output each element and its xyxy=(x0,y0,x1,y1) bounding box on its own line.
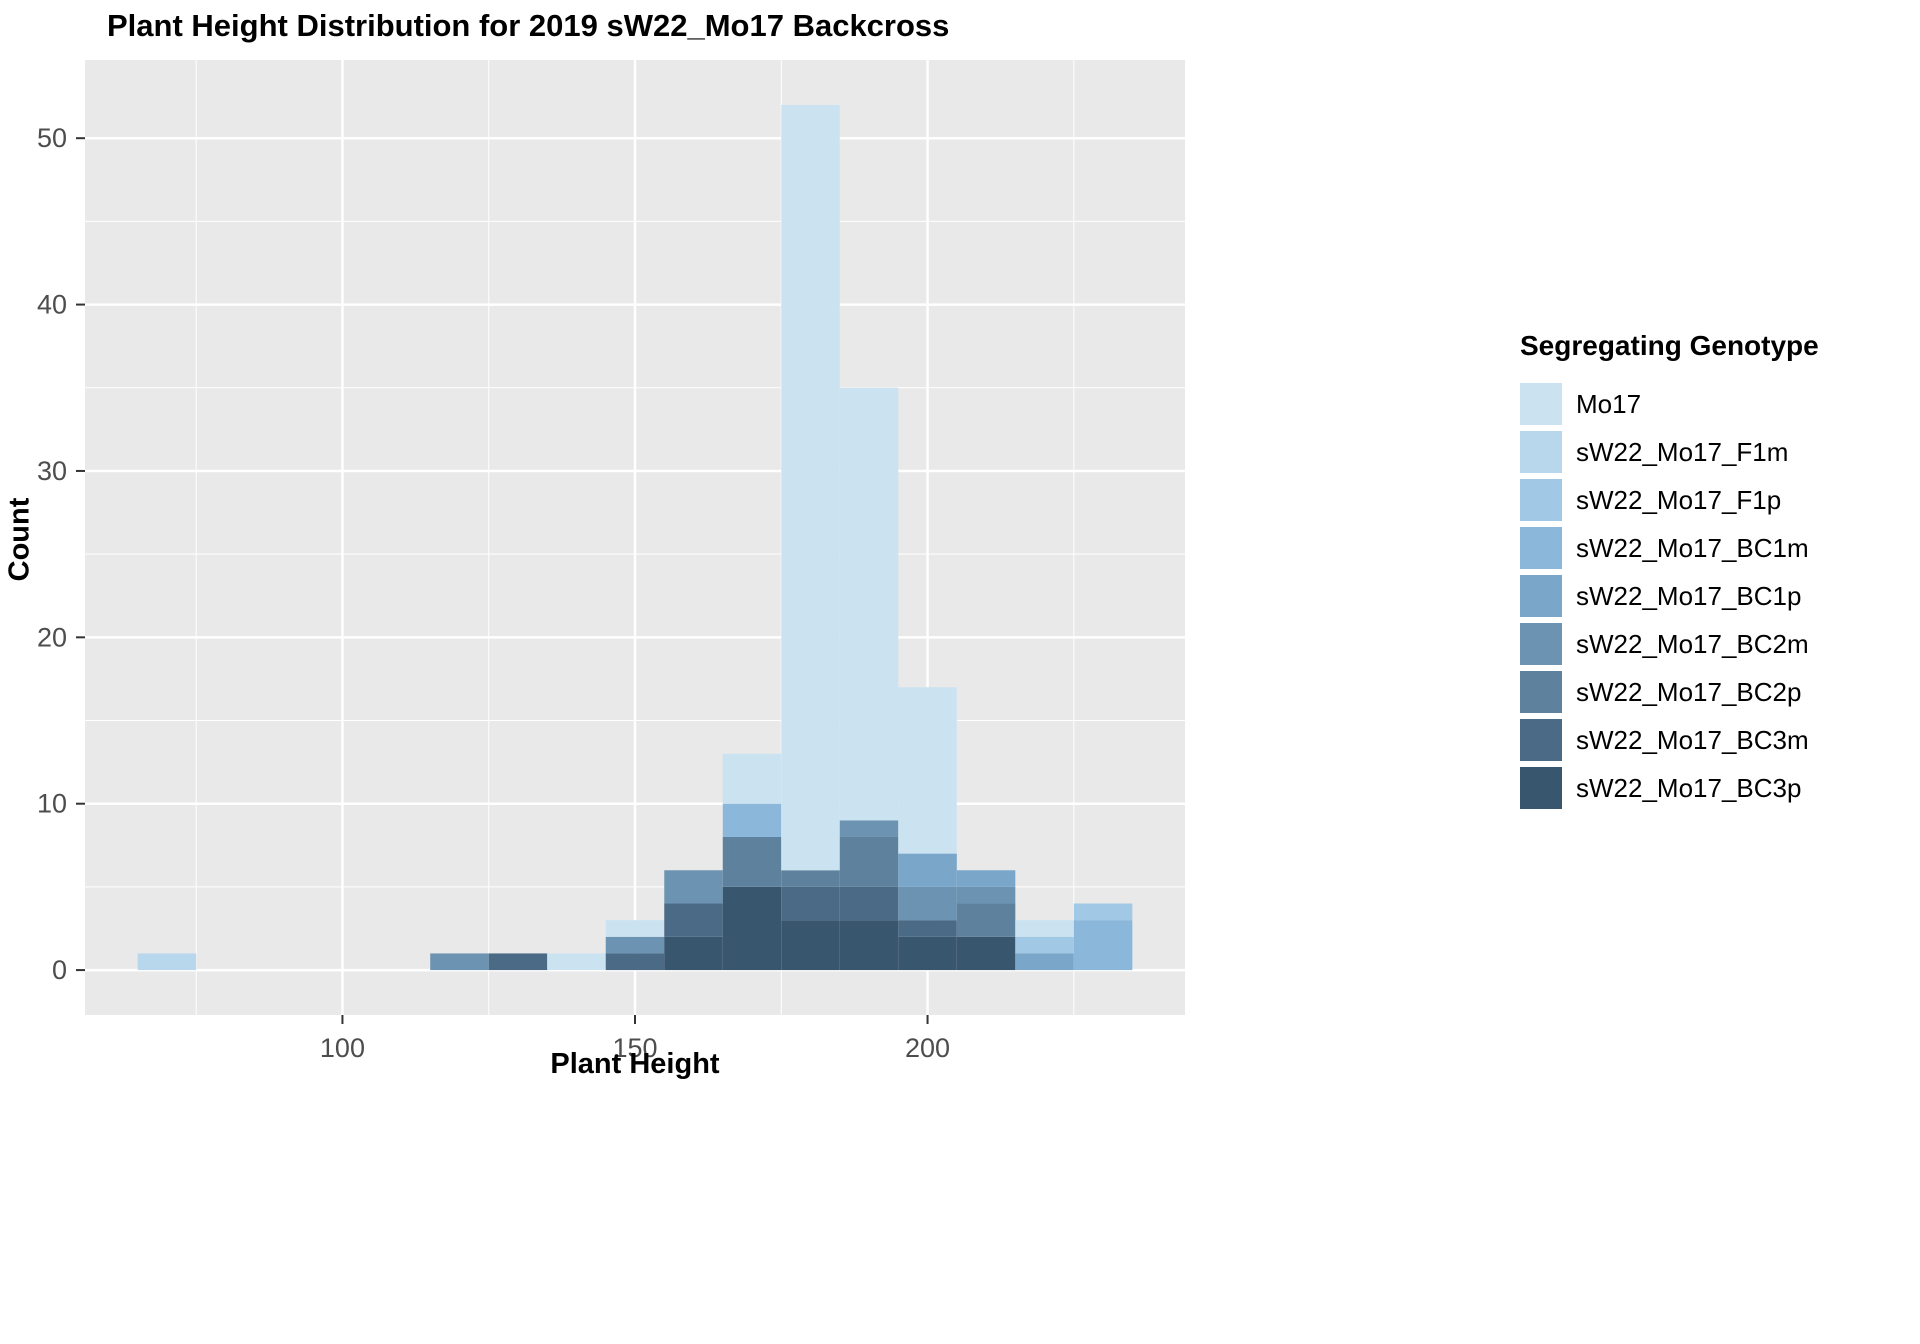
bar-segment xyxy=(664,870,723,904)
bar-segment xyxy=(722,753,782,804)
legend-row: sW22_Mo17_BC2m xyxy=(1520,620,1910,668)
bar-segment xyxy=(898,886,957,921)
legend-label: sW22_Mo17_F1p xyxy=(1576,484,1782,515)
bar-segment xyxy=(605,953,665,971)
histogram-chart: 100 150 200 0 10 20 30 40 50 xyxy=(37,60,1185,1063)
bar-segment xyxy=(1015,920,1074,937)
legend-label: sW22_Mo17_BC3p xyxy=(1576,772,1802,803)
bar-segment xyxy=(137,953,197,971)
y-tick-label: 10 xyxy=(37,789,67,819)
bar-segment xyxy=(956,886,1016,904)
bar-segment xyxy=(839,836,899,887)
bar-segment xyxy=(722,836,782,887)
legend-items: Mo17 sW22_Mo17_F1m sW22_Mo17_F1p sW22_Mo17_… xyxy=(1520,380,1910,812)
x-axis-label: Plant Height xyxy=(550,1048,720,1080)
bar-segment xyxy=(488,953,548,971)
y-tick-label: 0 xyxy=(52,955,67,985)
legend-label: sW22_Mo17_BC3m xyxy=(1576,724,1809,755)
legend-title: Segregating Genotype xyxy=(1520,330,1819,361)
bar-segment xyxy=(781,886,840,921)
legend-label: sW22_Mo17_BC1p xyxy=(1576,580,1802,611)
legend-row: sW22_Mo17_BC3p xyxy=(1520,764,1910,812)
bar-segment xyxy=(839,820,899,837)
bar-segment xyxy=(664,936,723,971)
y-tick-label: 50 xyxy=(37,123,67,153)
legend-label: sW22_Mo17_BC2p xyxy=(1576,676,1802,707)
y-axis-label: Count xyxy=(3,497,36,582)
bar-segment xyxy=(781,104,840,871)
chart-title: Plant Height Distribution for 2019 sW22_… xyxy=(107,8,950,43)
legend-swatch xyxy=(1520,383,1562,425)
legend-row: sW22_Mo17_F1p xyxy=(1520,476,1910,524)
legend-swatch xyxy=(1520,431,1562,473)
bar-segment xyxy=(839,886,899,921)
bar-segment xyxy=(839,920,899,971)
legend-label: sW22_Mo17_BC2m xyxy=(1576,628,1809,659)
bar-segment xyxy=(956,870,1016,887)
legend-swatch xyxy=(1520,575,1562,617)
bar-segment xyxy=(547,953,606,971)
legend-label: sW22_Mo17_BC1m xyxy=(1576,532,1809,563)
bar-segment xyxy=(956,936,1016,971)
bar-segment xyxy=(605,936,665,954)
y-tick-label: 20 xyxy=(37,622,67,652)
legend-label: Mo17 xyxy=(1576,388,1642,419)
legend-row: sW22_Mo17_BC1p xyxy=(1520,572,1910,620)
x-tick-label: 150 xyxy=(612,1033,657,1063)
y-tick-label: 40 xyxy=(37,290,67,320)
bar-segment xyxy=(781,870,840,887)
bar-segment xyxy=(722,886,782,971)
bar-segment xyxy=(664,903,723,937)
legend-swatch xyxy=(1520,527,1562,569)
bar-segment xyxy=(1015,953,1074,971)
bar-segment xyxy=(898,687,957,854)
bar-segment xyxy=(898,936,957,971)
legend-swatch xyxy=(1520,623,1562,665)
legend-row: sW22_Mo17_BC1m xyxy=(1520,524,1910,572)
legend-row: sW22_Mo17_F1m xyxy=(1520,428,1910,476)
bar-segment xyxy=(605,920,665,937)
bar-segment xyxy=(1015,936,1074,954)
legend-row: sW22_Mo17_BC3m xyxy=(1520,716,1910,764)
legend: Segregating Genotype Mo17 sW22_Mo17_F1m sW… xyxy=(1520,330,1910,812)
x-tick-label: 200 xyxy=(905,1033,950,1063)
x-tick-label: 100 xyxy=(320,1033,365,1063)
legend-row: Mo17 xyxy=(1520,380,1910,428)
bar-segment xyxy=(898,920,957,937)
bar-segment xyxy=(839,387,899,821)
legend-label: sW22_Mo17_F1m xyxy=(1576,436,1789,467)
y-tick-label: 30 xyxy=(37,456,67,486)
legend-swatch xyxy=(1520,767,1562,809)
legend-swatch xyxy=(1520,479,1562,521)
legend-swatch xyxy=(1520,671,1562,713)
bar-segment xyxy=(1073,903,1133,921)
bar-segment xyxy=(956,903,1016,937)
bar-segment xyxy=(781,920,840,971)
legend-swatch xyxy=(1520,719,1562,761)
bar-segment xyxy=(722,803,782,837)
bar-segment xyxy=(430,953,489,971)
bar-segment xyxy=(1073,920,1133,971)
legend-row: sW22_Mo17_BC2p xyxy=(1520,668,1910,716)
bar-segment xyxy=(898,853,957,887)
